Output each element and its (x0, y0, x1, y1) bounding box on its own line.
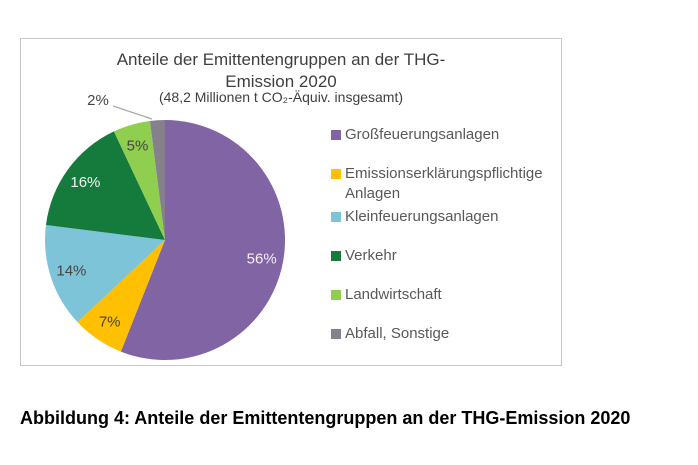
pie-percent-label-landwirtschaft: 5% (127, 138, 149, 155)
pie-slice-gro-feuerungsanlagen (120, 120, 286, 360)
chart-title-line1: Anteile der Emittentengruppen an der THG… (116, 50, 446, 69)
pie-slice-abfall-sonstige (149, 120, 165, 240)
figure-caption: Abbildung 4: Anteile der Emittentengrupp… (20, 408, 631, 428)
legend-swatch (331, 212, 341, 222)
chart-frame: Anteile der Emittentengruppen an der THG… (20, 38, 562, 366)
legend-item-gro-feuerungsanlagen: Großfeuerungsanlagen (331, 125, 561, 145)
pie-slice-kleinfeuerungsanlagen (45, 224, 166, 323)
legend-item-kleinfeuerungsanlagen: Kleinfeuerungsanlagen (331, 207, 561, 227)
legend-label: Verkehr (345, 247, 397, 264)
chart-subtitle: (48,2 Millionen t CO₂-Äquiv. insgesamt) (158, 89, 404, 105)
pie-slice-verkehr (45, 131, 166, 240)
pie-percent-label-verkehr: 16% (70, 174, 100, 191)
legend-swatch (331, 169, 341, 179)
legend-label: Emissionserklärungspflichtige Anlagen (345, 165, 543, 202)
legend-label: Kleinfeuerungsanlagen (345, 208, 499, 225)
legend-item-abfall-sonstige: Abfall, Sonstige (331, 324, 561, 344)
legend-swatch (331, 290, 341, 300)
pie-slice-landwirtschaft (113, 120, 165, 240)
pie-percent-label-gro-feuerungsanlagen: 56% (247, 250, 277, 267)
legend-label: Abfall, Sonstige (345, 325, 450, 342)
legend-swatch (331, 130, 341, 140)
legend-label: Landwirtschaft (345, 286, 442, 303)
pie-chart: 56% 7% 14% 16% 5% 2% (45, 92, 286, 360)
pie-percent-label-abfall-sonstige: 2% (87, 92, 109, 109)
chart-title-line2: Emission 2020 (225, 72, 337, 91)
legend-item-emissionserkl-rungspflichtige-anlagen: Emissionserklärungspflichtige Anlagen (331, 164, 561, 204)
legend-label: Großfeuerungsanlagen (345, 126, 500, 143)
legend-item-landwirtschaft: Landwirtschaft (331, 285, 561, 305)
legend-swatch (331, 251, 341, 261)
pie-percent-label-emissionserkl-rungspflichtige-anlagen: 7% (99, 313, 121, 330)
legend-item-verkehr: Verkehr (331, 246, 561, 266)
legend-swatch (331, 329, 341, 339)
pie-percent-label-kleinfeuerungsanlagen: 14% (56, 262, 86, 279)
label-leader-line (112, 105, 153, 120)
chart-title: Anteile der Emittentengruppen an der THG… (21, 49, 541, 93)
pie-slice-emissionserkl-rungspflichtige-anlagen (77, 240, 165, 352)
chart-legend: Großfeuerungsanlagen Emissionserklärungsp… (331, 125, 561, 344)
